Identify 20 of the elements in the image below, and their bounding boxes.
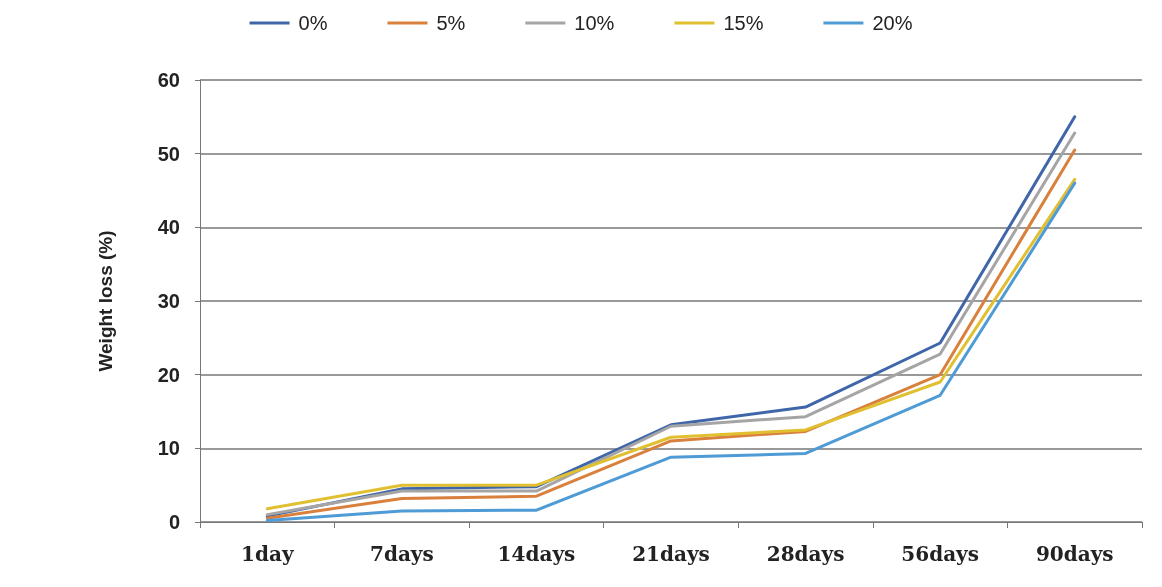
legend-label: 10% xyxy=(574,12,615,34)
x-tick-label: 1day xyxy=(241,542,295,566)
legend-label: 0% xyxy=(298,12,328,34)
legend-label: 15% xyxy=(723,12,764,34)
x-tick-label: 56days xyxy=(901,542,979,566)
y-tick-label: 50 xyxy=(157,142,180,165)
y-tick-label: 20 xyxy=(157,363,180,386)
y-tick-label: 30 xyxy=(157,290,180,312)
x-tick-label: 7days xyxy=(369,542,434,566)
y-tick-label: 40 xyxy=(157,216,180,239)
y-tick-label: 0 xyxy=(168,511,180,533)
y-tick-label: 10 xyxy=(157,437,180,460)
x-tick-label: 28days xyxy=(766,542,845,566)
x-tick-label: 14days xyxy=(497,542,576,566)
legend-label: 20% xyxy=(872,12,913,34)
y-axis-title: Weight loss (%) xyxy=(95,230,116,372)
legend-label: 5% xyxy=(436,12,466,34)
x-tick-label: 21days xyxy=(632,542,710,566)
y-tick-label: 60 xyxy=(157,69,180,91)
x-tick-label: 90days xyxy=(1035,542,1114,566)
